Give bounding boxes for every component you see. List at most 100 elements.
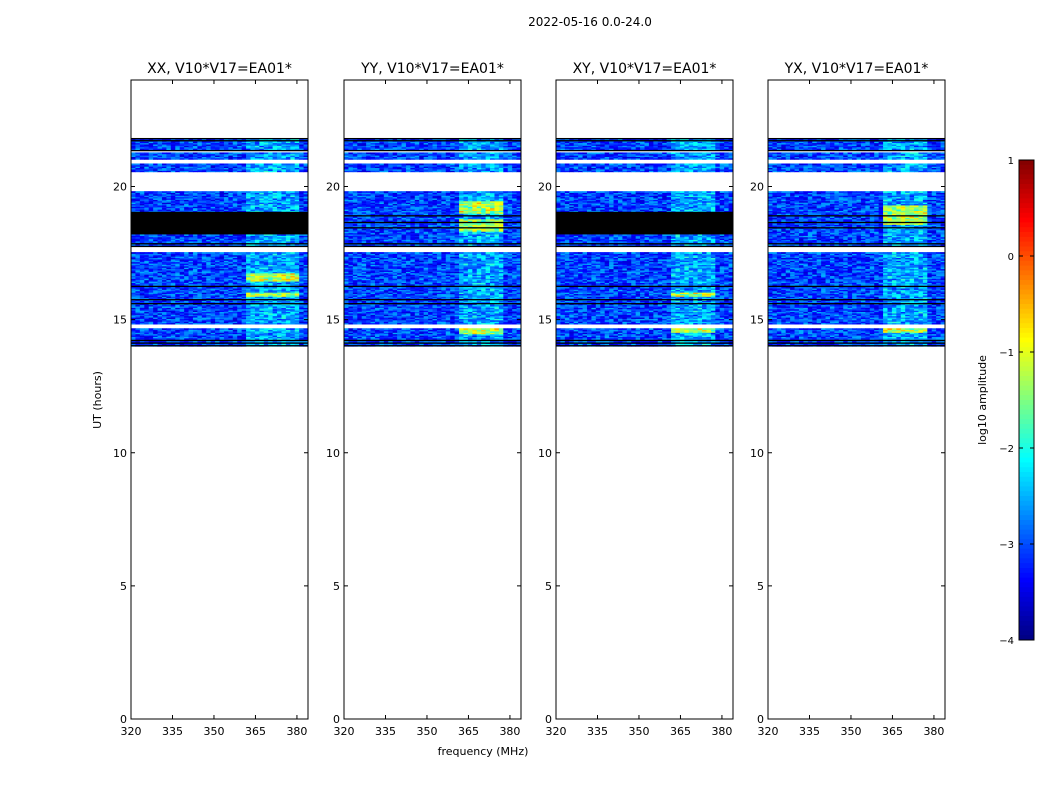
heatmap-cell — [246, 270, 251, 272]
heatmap-cell — [250, 254, 256, 257]
heatmap-cell — [294, 206, 300, 209]
heatmap-cell — [175, 272, 181, 275]
heatmap-cell — [153, 343, 158, 346]
heatmap-cell — [459, 343, 464, 346]
heatmap-cell — [268, 200, 273, 203]
heatmap-cell — [232, 271, 238, 274]
heatmap-cell — [201, 308, 207, 311]
heatmap-cell — [223, 138, 229, 141]
heatmap-cell — [197, 297, 203, 300]
heatmap-cell — [223, 144, 229, 146]
heatmap-cell — [467, 331, 473, 333]
heatmap-cell — [161, 283, 167, 286]
heatmap-cell — [432, 329, 438, 332]
heatmap-cell — [285, 292, 291, 295]
heatmap-cell — [210, 283, 216, 286]
heatmap-cell — [303, 336, 308, 339]
heatmap-cell — [131, 166, 136, 169]
heatmap-cell — [157, 146, 163, 149]
heatmap-cell — [210, 318, 216, 321]
heatmap-cell — [153, 310, 158, 313]
heatmap-cell — [179, 203, 185, 206]
heatmap-cell — [188, 317, 194, 319]
heatmap-cell — [428, 340, 433, 343]
heatmap-cell — [303, 288, 308, 290]
heatmap-cell — [148, 286, 154, 289]
heatmap-cell — [277, 261, 282, 264]
heatmap-cell — [299, 210, 304, 213]
heatmap-cell — [215, 331, 220, 333]
heatmap-cell — [215, 260, 220, 263]
heatmap-cell — [268, 234, 273, 236]
heatmap-cell — [414, 328, 420, 331]
heatmap-cell — [228, 142, 234, 145]
heatmap-cell — [228, 207, 234, 210]
heatmap-cell — [139, 277, 145, 279]
heatmap-cell — [192, 335, 198, 337]
heatmap-cell — [454, 321, 460, 324]
heatmap-cell — [285, 152, 291, 155]
heatmap-cell — [423, 337, 429, 340]
heatmap-cell — [285, 263, 291, 265]
heatmap-cell — [161, 259, 167, 261]
heatmap-cell — [223, 295, 229, 297]
heatmap-cell — [463, 321, 469, 324]
heatmap-cell — [268, 288, 273, 290]
heatmap-cell — [188, 235, 194, 238]
heatmap-cell — [237, 295, 243, 297]
heatmap-cell — [272, 138, 278, 141]
heatmap-cell — [268, 281, 273, 283]
heatmap-cell — [135, 157, 141, 160]
heatmap-cell — [237, 252, 243, 254]
heatmap-cell — [254, 295, 260, 297]
heatmap-cell — [175, 167, 181, 170]
heatmap-cell — [299, 153, 304, 156]
heatmap-cell — [285, 317, 291, 319]
heatmap-cell — [485, 340, 491, 343]
heatmap-cell — [144, 261, 150, 264]
heatmap-cell — [277, 259, 282, 261]
heatmap-cell — [179, 288, 185, 290]
heatmap-cell — [246, 241, 251, 243]
heatmap-cell — [454, 322, 460, 325]
heatmap-cell — [179, 317, 185, 319]
heatmap-cell — [232, 336, 238, 339]
heatmap-cell — [476, 333, 482, 336]
heatmap-cell — [161, 264, 167, 267]
heatmap-cell — [285, 301, 291, 304]
heatmap-cell — [490, 322, 495, 325]
heatmap-cell — [290, 252, 296, 254]
heatmap-cell — [215, 319, 220, 322]
heatmap-cell — [281, 260, 287, 263]
heatmap-cell — [237, 253, 243, 256]
heatmap-cell — [423, 333, 429, 336]
heatmap-cell — [184, 313, 189, 315]
heatmap-cell — [201, 241, 207, 243]
heatmap-cell — [241, 199, 247, 202]
heatmap-cell — [263, 281, 269, 283]
heatmap-cell — [259, 207, 265, 210]
heatmap-cell — [481, 343, 486, 346]
heatmap-cell — [188, 257, 194, 260]
heatmap-cell — [290, 318, 296, 321]
heatmap-cell — [184, 203, 189, 206]
heatmap-cell — [219, 322, 225, 325]
heatmap-cell — [246, 253, 251, 256]
heatmap-cell — [281, 164, 287, 167]
heatmap-cell — [188, 301, 194, 304]
heatmap-cell — [201, 207, 207, 210]
heatmap-cell — [179, 234, 185, 236]
heatmap-cell — [299, 322, 304, 325]
heatmap-cell — [192, 235, 198, 238]
heatmap-cell — [263, 263, 269, 265]
heatmap-cell — [272, 265, 278, 268]
heatmap-cell — [228, 317, 234, 319]
heatmap-cell — [188, 318, 194, 321]
heatmap-cell — [131, 267, 136, 270]
heatmap-cell — [131, 295, 136, 297]
heatmap-cell — [254, 155, 260, 157]
heatmap-cell — [188, 166, 194, 169]
heatmap-cell — [228, 263, 234, 265]
heatmap-cell — [219, 155, 225, 157]
heatmap-cell — [344, 331, 349, 333]
